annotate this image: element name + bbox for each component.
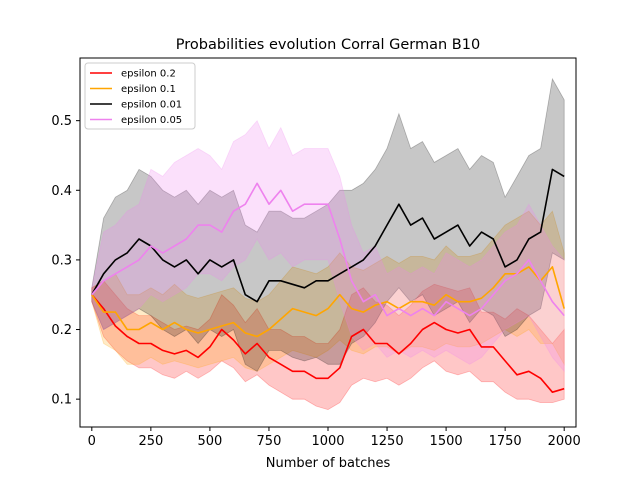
- x-tick-label: 2000: [548, 434, 581, 449]
- x-axis-ticks: 0 250 500 750 1000 1250 1500 1750 2000: [88, 427, 581, 449]
- x-tick-label: 1500: [430, 434, 463, 449]
- confidence-bands: [91, 77, 565, 411]
- series-line-4: [91, 182, 565, 317]
- x-tick-label: 1750: [489, 434, 522, 449]
- x-tick-label: 1250: [371, 434, 404, 449]
- x-tick-label: 250: [138, 434, 163, 449]
- y-tick-label: 0.5: [51, 114, 72, 129]
- confidence-band-2: [91, 210, 565, 372]
- legend-label: epsilon 0.1: [121, 84, 176, 95]
- chart-title: Probabilities evolution Corral German B1…: [176, 37, 480, 53]
- series-line-2: [91, 266, 565, 338]
- confidence-band-4: [91, 119, 565, 373]
- y-tick-label: 0.2: [51, 323, 72, 338]
- series-lines: [91, 168, 565, 394]
- legend: epsilon 0.2 epsilon 0.1 epsilon 0.01 epsilo…: [84, 62, 196, 130]
- legend-label: epsilon 0.05: [121, 115, 182, 126]
- x-tick-label: 500: [197, 434, 222, 449]
- legend-box: [84, 62, 196, 130]
- series-line-1: [91, 294, 565, 394]
- confidence-band-1: [91, 280, 565, 411]
- y-tick-label: 0.1: [51, 393, 72, 408]
- x-axis-label: Number of batches: [266, 456, 391, 471]
- y-tick-label: 0.3: [51, 253, 72, 268]
- y-axis-ticks: 0.1 0.2 0.3 0.4 0.5: [51, 114, 80, 408]
- y-tick-label: 0.4: [51, 184, 72, 199]
- legend-label: epsilon 0.2: [121, 69, 176, 80]
- x-tick-label: 750: [257, 434, 282, 449]
- x-tick-label: 0: [88, 434, 96, 449]
- series-line-3: [91, 168, 565, 303]
- legend-label: epsilon 0.01: [121, 100, 182, 111]
- x-tick-label: 1000: [311, 434, 344, 449]
- confidence-band-3: [91, 77, 565, 372]
